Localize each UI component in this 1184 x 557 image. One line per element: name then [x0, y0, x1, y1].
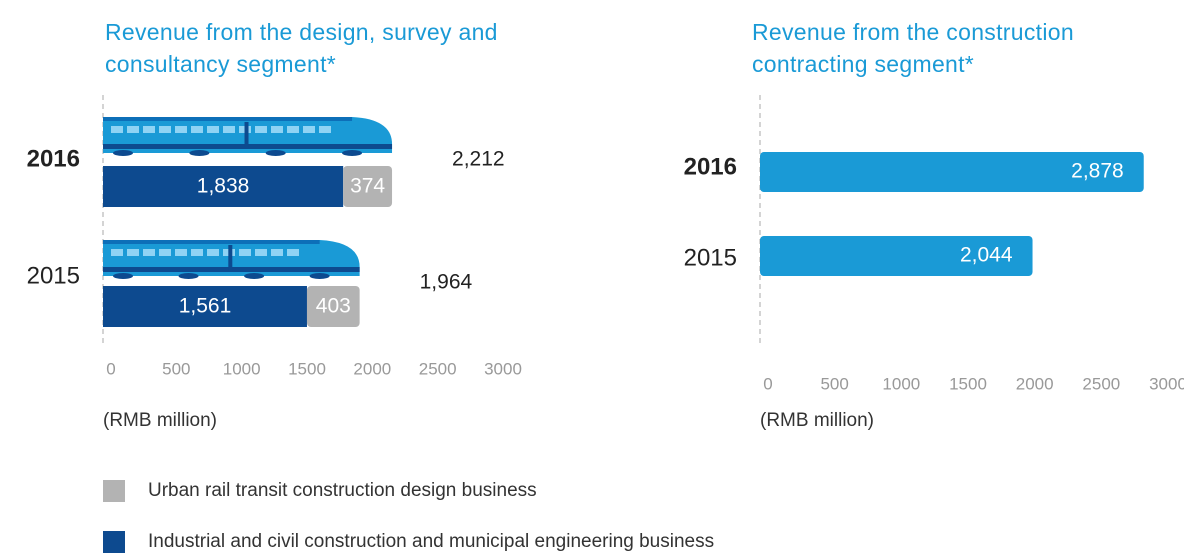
train-window [175, 249, 187, 256]
legend-text: Urban rail transit construction design b… [148, 480, 537, 501]
x-tick-label: 2500 [419, 359, 457, 378]
train-window [207, 126, 219, 133]
bar [760, 236, 1033, 276]
train-window [287, 126, 299, 133]
train [103, 240, 360, 279]
bar [760, 152, 1144, 192]
x-tick-label: 500 [162, 359, 190, 378]
train-window [287, 249, 299, 256]
x-tick-label: 500 [820, 374, 848, 393]
bar-segment [306, 286, 360, 327]
train-window [223, 126, 235, 133]
train-window [143, 249, 155, 256]
x-tick-label: 2000 [353, 359, 391, 378]
x-tick-label: 0 [763, 374, 772, 393]
train-wheel [113, 150, 133, 156]
train-window [127, 126, 139, 133]
chart-title: Revenue from the design, survey and cons… [105, 19, 498, 77]
train-roof [103, 240, 320, 244]
train-wheel [265, 150, 286, 156]
train-window [271, 126, 283, 133]
category-label: 2016 [684, 153, 737, 180]
legend-text: Industrial and civil construction and mu… [148, 531, 715, 552]
x-tick-label: 0 [106, 359, 115, 378]
train-window [191, 126, 203, 133]
train-wheel [189, 150, 210, 156]
train-window [303, 126, 315, 133]
train-window [159, 126, 171, 133]
train-window [111, 249, 123, 256]
train-window [175, 126, 187, 133]
train-wheel [309, 273, 330, 279]
x-tick-label: 1000 [223, 359, 261, 378]
x-axis-label: (RMB million) [760, 410, 874, 431]
train-window [143, 126, 155, 133]
train-window [255, 126, 267, 133]
value-label: 374 [350, 175, 385, 198]
chart-title: Revenue from the construction contractin… [752, 19, 1074, 77]
bar-segment [103, 286, 307, 327]
x-tick-label: 1000 [882, 374, 920, 393]
x-tick-label: 2500 [1082, 374, 1120, 393]
train-window [159, 249, 171, 256]
train-wheel [178, 273, 199, 279]
value-label: 2,044 [960, 244, 1013, 267]
category-label: 2015 [684, 244, 737, 271]
train-window [127, 249, 139, 256]
legend-swatch [103, 531, 125, 553]
legend-item: Industrial and civil construction and mu… [103, 531, 714, 553]
train [103, 117, 393, 156]
train-window [239, 249, 251, 256]
train-window [111, 126, 123, 133]
category-label: 2015 [27, 262, 80, 289]
value-label: 2,878 [1071, 160, 1124, 183]
total-label: 1,964 [420, 271, 473, 294]
train-wheel [244, 273, 265, 279]
legend-swatch [103, 480, 125, 502]
train-window [207, 249, 219, 256]
total-label: 2,212 [452, 148, 505, 171]
train-wheel [342, 150, 363, 156]
value-label: 1,561 [179, 295, 232, 318]
x-tick-label: 1500 [288, 359, 326, 378]
train-door [228, 245, 233, 271]
x-tick-label: 1500 [949, 374, 987, 393]
train-window [255, 249, 267, 256]
bar-segment [103, 166, 344, 207]
category-label: 2016 [27, 145, 80, 172]
train-window [271, 249, 283, 256]
value-label: 403 [316, 295, 351, 318]
x-tick-label: 3000 [1149, 374, 1184, 393]
legend-item: Urban rail transit construction design b… [103, 480, 537, 502]
x-axis-label: (RMB million) [103, 410, 217, 431]
train-window [191, 249, 203, 256]
x-tick-label: 2000 [1016, 374, 1054, 393]
bar-segment [343, 166, 393, 207]
x-tick-label: 3000 [484, 359, 522, 378]
train-wheel [113, 273, 133, 279]
train-roof [103, 117, 353, 121]
train-window [319, 126, 331, 133]
value-label: 1,838 [197, 175, 250, 198]
train-door [244, 122, 249, 148]
